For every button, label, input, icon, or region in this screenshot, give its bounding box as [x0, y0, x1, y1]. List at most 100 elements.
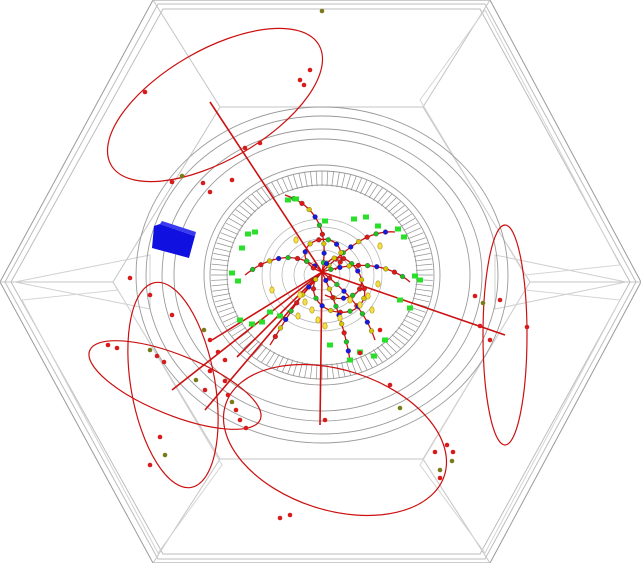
muon-hit	[225, 392, 231, 398]
energy-deposit	[293, 236, 299, 244]
calorimeter-segment	[211, 269, 229, 271]
muon-hit	[207, 189, 213, 195]
muon-hit	[449, 458, 455, 464]
vertex-bead	[276, 255, 282, 262]
muon-hit	[142, 89, 148, 95]
muon-hit	[242, 145, 248, 151]
muon-hit	[207, 368, 213, 374]
calorimeter-segment	[232, 327, 247, 337]
calorimeter-segment	[341, 173, 346, 189]
calorimeter-segment	[380, 193, 393, 207]
vertex-bead	[313, 295, 319, 301]
muon-hit	[215, 349, 221, 355]
calorimeter-segment	[239, 334, 253, 345]
calorimeter-segment	[388, 201, 401, 213]
tracker-hit	[363, 214, 369, 220]
calorimeter-segment	[350, 175, 357, 191]
muon-hit	[301, 82, 307, 88]
calorimeter-segment	[414, 288, 432, 292]
calorimeter-segment	[411, 242, 428, 248]
muon-hit	[487, 337, 493, 343]
tracker-hit	[327, 342, 333, 348]
tracker-hit	[293, 196, 299, 202]
vertex-bead	[325, 237, 331, 243]
vertex-bead	[304, 258, 310, 264]
vertex-bead	[355, 262, 361, 268]
vertex-bead	[294, 300, 300, 306]
calorimeter-segment	[364, 354, 373, 368]
muon-hit	[200, 180, 206, 186]
side-wall	[14, 254, 151, 310]
calorimeter-segment	[391, 334, 405, 345]
calorimeter-segment	[380, 343, 393, 357]
muon-hit	[201, 327, 207, 333]
muon-hit	[477, 323, 483, 329]
muon-hit	[229, 177, 235, 183]
muon-hit	[243, 425, 249, 431]
tracker-hit	[395, 226, 401, 232]
calorimeter-segment	[397, 213, 412, 223]
muon-hit	[222, 357, 228, 363]
tracker-hit	[285, 197, 291, 203]
muon-hit	[169, 179, 175, 185]
vertex-bead	[361, 286, 367, 292]
calorimeter-segment	[271, 354, 280, 368]
vertex-bead	[319, 303, 325, 309]
vertex-bead	[302, 249, 308, 255]
calorimeter-segment	[239, 205, 253, 216]
track-loop	[88, 340, 262, 430]
muon-hit	[161, 359, 167, 365]
tracker-hit	[322, 218, 328, 224]
energy-deposit	[297, 291, 303, 299]
track-loop	[222, 363, 448, 517]
muon-hit	[114, 345, 120, 351]
tracker-hit	[252, 229, 258, 235]
energy-deposit	[309, 306, 315, 314]
energy-deposit	[357, 301, 363, 309]
track-loops	[88, 27, 528, 517]
muon-hit	[162, 452, 168, 458]
calorimeter-segment	[256, 190, 268, 204]
calorimeter-segment	[261, 187, 272, 201]
muon-hit	[319, 8, 325, 14]
vertex-bead	[337, 264, 343, 271]
vertex-bead	[306, 206, 312, 213]
calorimeter-segment	[214, 247, 232, 253]
vertex-bead	[258, 262, 264, 268]
muon-hit	[157, 434, 163, 440]
calorimeter-segment	[222, 315, 239, 323]
muon-hit	[307, 67, 313, 73]
muon-hit	[444, 442, 450, 448]
vertex-bead	[313, 276, 319, 282]
calorimeter-segment	[281, 177, 289, 193]
vertex-bead	[337, 259, 343, 265]
calorimeter-segment	[331, 171, 334, 187]
tracker-hit	[277, 313, 283, 319]
energy-deposit	[375, 280, 381, 288]
tracker-hit	[235, 278, 241, 284]
calorimeter-segment	[394, 330, 409, 341]
straight-track	[321, 271, 506, 336]
calorimeter-segment	[400, 323, 416, 332]
vertex-bead	[319, 231, 325, 237]
vertex-bead	[356, 239, 362, 245]
muon-hit	[222, 378, 228, 384]
vertex-bead	[310, 286, 317, 292]
muon-hit	[472, 293, 478, 299]
straight-track	[319, 271, 323, 426]
energy-deposit	[302, 298, 308, 306]
vertex-bead	[321, 241, 327, 247]
vertex-bead	[347, 308, 353, 314]
calorimeter-segment	[384, 340, 397, 353]
calorimeter-segment	[220, 310, 237, 318]
calorimeter-segment	[415, 269, 433, 271]
vertex-bead	[341, 256, 347, 262]
calorimeter-segment	[336, 362, 340, 378]
tracker-hit	[259, 319, 265, 325]
vertex-bead	[364, 234, 370, 240]
muon-hit	[233, 407, 239, 413]
muon-hit	[432, 449, 438, 455]
vertex-bead	[321, 250, 327, 256]
calorimeter-segments	[211, 171, 433, 379]
